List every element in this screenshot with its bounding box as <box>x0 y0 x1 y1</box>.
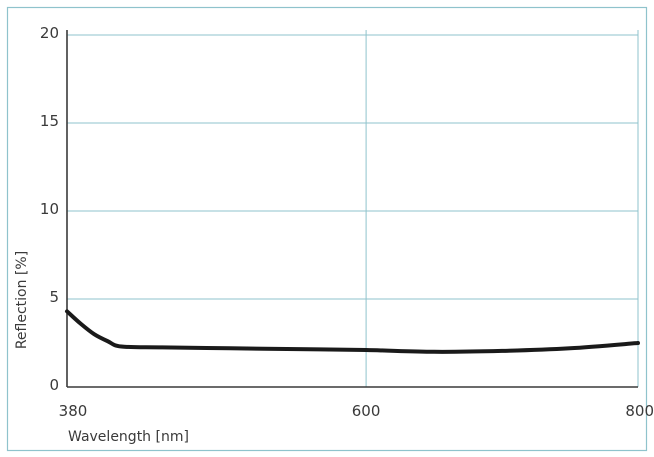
grid-lines <box>67 30 639 387</box>
y-tick-label-10: 10 <box>40 200 59 218</box>
series-line-0 <box>65 309 640 354</box>
x-tick-label-800: 800 <box>625 402 654 420</box>
y-axis-title: Reflection [%] <box>14 251 30 349</box>
y-tick-label-0: 0 <box>49 376 59 394</box>
tick-labels: 0 5 10 15 20 380 600 800 <box>40 24 654 420</box>
y-tick-label-15: 15 <box>40 112 59 130</box>
series-layer <box>65 309 640 354</box>
y-tick-label-20: 20 <box>40 24 59 42</box>
axes <box>66 30 638 388</box>
x-tick-label-380: 380 <box>59 402 88 420</box>
outer-frame <box>6 6 648 452</box>
y-tick-label-5: 5 <box>49 288 59 306</box>
x-axis-title: Wavelength [nm] <box>68 429 189 445</box>
x-tick-label-600: 600 <box>352 402 381 420</box>
